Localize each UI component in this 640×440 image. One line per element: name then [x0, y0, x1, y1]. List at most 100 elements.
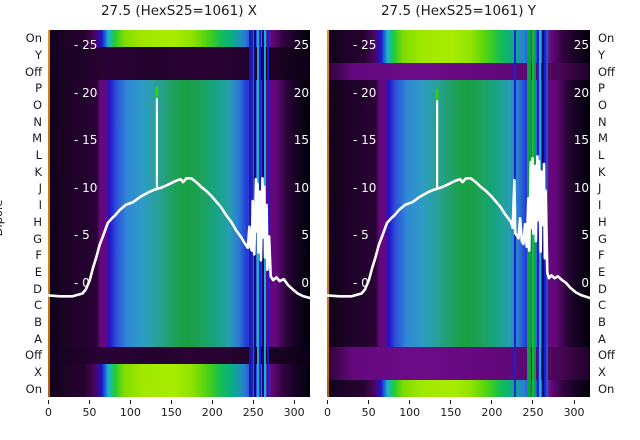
value-label-left-5: - 5: [353, 228, 369, 243]
panel-x-title: 27.5 (HexS25=1061) X: [100, 3, 258, 19]
dipole-label-p-3: P: [35, 81, 42, 96]
heatmap-row-y: [327, 46, 590, 64]
value-label-right-20: 20: [573, 85, 589, 100]
dipole-label-j-9: J: [38, 181, 42, 196]
dipole-label-k-8: K: [34, 164, 42, 179]
dipole-label-h-11: H: [33, 214, 42, 229]
dipole-label-on-0: On: [598, 31, 615, 46]
dipole-label-b-17: B: [598, 314, 606, 329]
heatmap-row-off: [48, 347, 310, 364]
x-tick-label-150: 150: [160, 406, 182, 419]
heatmap-row-j: [327, 180, 590, 197]
dipole-label-n-5: N: [598, 114, 607, 129]
dipole-label-m-6: M: [32, 131, 42, 146]
value-label-right-10: 10: [293, 180, 309, 195]
x-tick-mark-150: [450, 400, 452, 404]
value-label-left-5: - 5: [74, 228, 90, 243]
heatmap-row-x: [48, 363, 310, 381]
heatmap-row-p: [327, 80, 590, 97]
heatmap-row-on: [327, 380, 590, 397]
value-label-right-10: 10: [573, 180, 589, 195]
x-tick-label-0: 0: [324, 406, 331, 419]
x-tick-label-100: 100: [119, 406, 141, 419]
heatmap-row-n: [48, 113, 310, 131]
heatmap-row-i: [327, 196, 590, 214]
heatmap-row-m: [48, 130, 310, 147]
dipole-label-off-19: Off: [598, 348, 615, 363]
dipole-label-k-8: K: [598, 164, 606, 179]
white-response-line: [48, 177, 310, 300]
x-tick-mark-50: [368, 400, 370, 404]
heatmap-rows: [327, 30, 590, 397]
dipole-label-o-4: O: [32, 98, 42, 113]
x-tick-mark-0: [327, 400, 328, 404]
panel-y-title: 27.5 (HexS25=1061) Y: [380, 3, 537, 19]
x-tick-label-250: 250: [242, 406, 264, 419]
heatmap-row-e: [327, 263, 590, 281]
value-label-left-15: - 15: [353, 133, 377, 148]
dipole-label-y-1: Y: [34, 48, 42, 63]
x-axis-panel-x: 0 50 100 150 200 250 300: [45, 397, 310, 427]
heatmap-panel-y: - 25 25 - 20 20 - 15 15 - 10 10 - 5 5 - 0 0: [327, 30, 590, 397]
heatmap-row-on: [48, 380, 310, 397]
x-tick-label-200: 200: [201, 406, 223, 419]
dipole-label-on-21: On: [25, 381, 42, 396]
white-response-line: [327, 155, 590, 300]
heatmap-row-j: [48, 180, 310, 197]
heatmap-row-off: [327, 347, 590, 364]
heatmap-row-n: [327, 113, 590, 131]
dipole-label-off-2: Off: [25, 64, 42, 79]
x-axis-panel-y: 0 50 100 150 200 250 300: [324, 397, 590, 427]
heatmap-row-f: [327, 246, 590, 264]
value-label-left-25: - 25: [74, 38, 98, 52]
response-curve-y: [327, 88, 590, 300]
heatmap-row-e: [48, 263, 310, 281]
dipole-label-m-6: M: [598, 131, 608, 146]
dipole-axis-left: On Y Off P O N M L K J I H G F E D C B A Off X On: [0, 0, 44, 440]
dipole-label-c-16: C: [33, 298, 42, 313]
x-tick-label-300: 300: [563, 406, 585, 419]
heatmap-row-b: [48, 313, 310, 331]
value-label-left-15: - 15: [74, 133, 98, 148]
heatmap-row-off: [327, 63, 590, 81]
heatmap-row-l: [48, 146, 310, 164]
dipole-label-i-10: I: [598, 198, 602, 213]
dipole-label-e-14: E: [34, 264, 42, 279]
value-label-right-25: 25: [293, 38, 309, 52]
dipole-label-o-4: O: [598, 98, 608, 113]
dipole-label-x-20: X: [598, 364, 606, 379]
heatmap-row-k: [327, 163, 590, 181]
dipole-label-l-7: L: [35, 148, 42, 163]
x-tick-mark-100: [129, 400, 131, 404]
dipole-label-l-7: L: [598, 148, 605, 163]
dipole-label-on-0: On: [25, 31, 42, 46]
value-label-left-20: - 20: [353, 85, 377, 100]
x-tick-label-50: 50: [82, 406, 97, 419]
panel-left-edge-line: [327, 30, 329, 397]
x-tick-mark-150: [170, 400, 172, 404]
x-tick-mark-300: [573, 400, 575, 404]
heatmap-panel-x: - 25 25 - 20 20 - 15 15 - 10 10 - 5 5 - 0 0: [48, 30, 310, 397]
panel-left-edge-line: [48, 30, 50, 397]
heatmap-row-k: [48, 163, 310, 181]
heatmap-row-m: [327, 130, 590, 147]
heatmap-row-off: [48, 63, 310, 81]
dipole-label-on-21: On: [598, 381, 615, 396]
dipole-label-h-11: H: [598, 214, 607, 229]
value-label-right-0: 0: [581, 276, 589, 290]
x-tick-label-100: 100: [399, 406, 421, 419]
x-tick-mark-300: [293, 400, 295, 404]
dipole-label-p-3: P: [598, 81, 605, 96]
x-tick-label-300: 300: [283, 406, 305, 419]
value-label-right-5: 5: [301, 228, 309, 243]
dipole-label-a-18: A: [34, 331, 42, 346]
heatmap-row-a: [327, 330, 590, 348]
value-label-right-15: 15: [573, 133, 589, 148]
dipole-axis-right: On Y Off P O N M L K J I H G F E D C B A Off X On: [597, 0, 640, 440]
heatmap-row-c: [48, 297, 310, 314]
dipole-label-n-5: N: [33, 114, 42, 129]
dipole-label-g-12: G: [33, 231, 42, 246]
heatmap-row-on: [327, 30, 590, 47]
heatmap-row-y: [48, 46, 310, 64]
x-tick-label-150: 150: [440, 406, 462, 419]
